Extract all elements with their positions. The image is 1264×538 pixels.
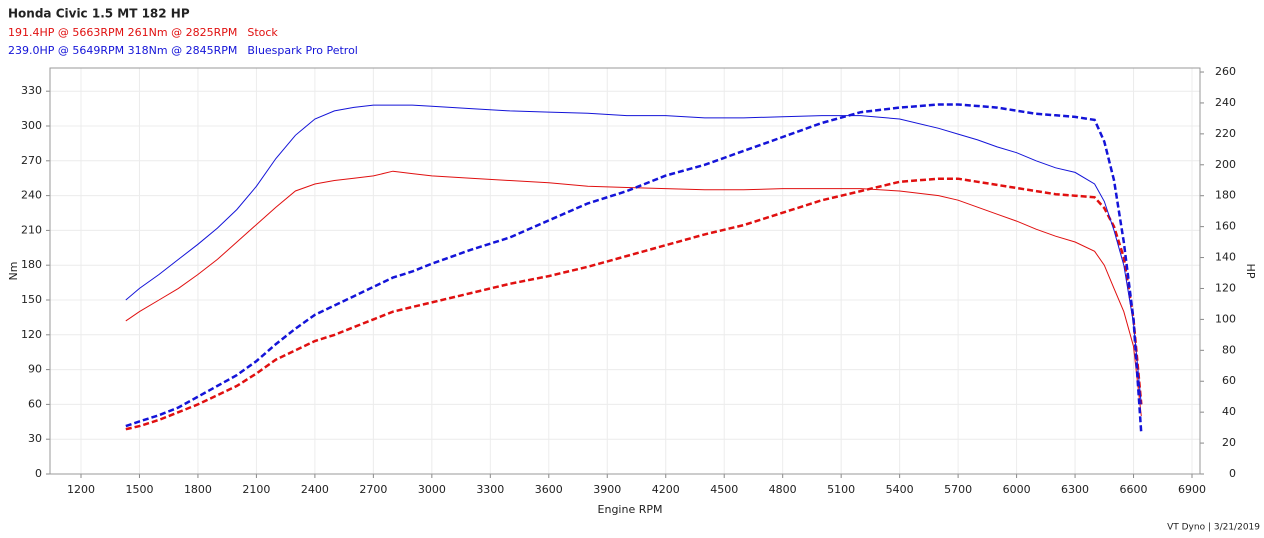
torque-line [125, 170, 1142, 417]
y2-tick-label: 120 [1215, 281, 1236, 294]
legend-entry: 191.4HP @ 5663RPM 261Nm @ 2825RPM Stock [8, 26, 278, 39]
x-tick-label: 6300 [1061, 483, 1089, 496]
y2-tick-label: 260 [1215, 65, 1236, 78]
y-tick-label: 30 [28, 432, 42, 445]
legend-summary: 239.0HP @ 5649RPM 318Nm @ 2845RPM [8, 44, 237, 57]
x-tick-label: 6000 [1003, 483, 1031, 496]
y2-tick-label: 200 [1215, 158, 1236, 171]
x-tick-label: 6900 [1178, 483, 1206, 496]
x-tick-label: 5100 [827, 483, 855, 496]
x-tick-label: 3000 [418, 483, 446, 496]
y2-tick-label: 60 [1222, 374, 1236, 387]
y-tick-label: 270 [21, 154, 42, 167]
y-tick-label: 240 [21, 189, 42, 202]
y2-tick-label: 240 [1215, 96, 1236, 109]
y2-tick-label: 160 [1215, 220, 1236, 233]
y2-axis-label: HP [1244, 264, 1257, 279]
y2-tick-label: 80 [1222, 343, 1236, 356]
y-tick-label: 180 [21, 258, 42, 271]
y2-tick-label: 220 [1215, 127, 1236, 140]
x-tick-label: 5700 [944, 483, 972, 496]
y2-tick-label: 180 [1215, 189, 1236, 202]
y2-tick-label: 40 [1222, 405, 1236, 418]
x-tick-label: 3900 [593, 483, 621, 496]
y-tick-label: 0 [35, 467, 42, 480]
x-tick-label: 4800 [769, 483, 797, 496]
y2-tick-label: 20 [1222, 436, 1236, 449]
x-tick-label: 1500 [125, 483, 153, 496]
x-tick-label: 2100 [242, 483, 270, 496]
legend-entry: 239.0HP @ 5649RPM 318Nm @ 2845RPM Bluespa… [8, 44, 358, 57]
y-tick-label: 330 [21, 84, 42, 97]
x-tick-label: 5400 [886, 483, 914, 496]
power-line [125, 177, 1143, 431]
chart-title: Honda Civic 1.5 MT 182 HP [8, 7, 190, 21]
x-axis-label: Engine RPM [598, 503, 663, 516]
x-tick-label: 4500 [710, 483, 738, 496]
legend-summary: 191.4HP @ 5663RPM 261Nm @ 2825RPM [8, 26, 237, 39]
y-tick-label: 300 [21, 119, 42, 132]
y2-tick-label: 100 [1215, 312, 1236, 325]
power-line [125, 103, 1143, 434]
y-tick-label: 90 [28, 363, 42, 376]
footer: VT Dyno | 3/21/2019 [1167, 523, 1260, 533]
y2-tick-label: 140 [1215, 251, 1236, 264]
y-axis-label: Nm [7, 262, 20, 281]
y2-tick-label: 0 [1229, 467, 1236, 480]
x-tick-label: 4200 [652, 483, 680, 496]
torque-line [125, 104, 1142, 405]
y-tick-label: 120 [21, 328, 42, 341]
legend-name: Stock [247, 26, 278, 39]
y-tick-label: 60 [28, 397, 42, 410]
legend-name: Bluespark Pro Petrol [247, 44, 358, 57]
y-tick-label: 210 [21, 223, 42, 236]
x-tick-label: 1200 [67, 483, 95, 496]
x-tick-label: 3600 [535, 483, 563, 496]
x-tick-label: 2700 [359, 483, 387, 496]
x-tick-label: 1800 [184, 483, 212, 496]
x-tick-label: 3300 [476, 483, 504, 496]
x-tick-label: 2400 [301, 483, 329, 496]
y-tick-label: 150 [21, 293, 42, 306]
plot-frame [49, 67, 1201, 475]
x-tick-label: 6600 [1120, 483, 1148, 496]
